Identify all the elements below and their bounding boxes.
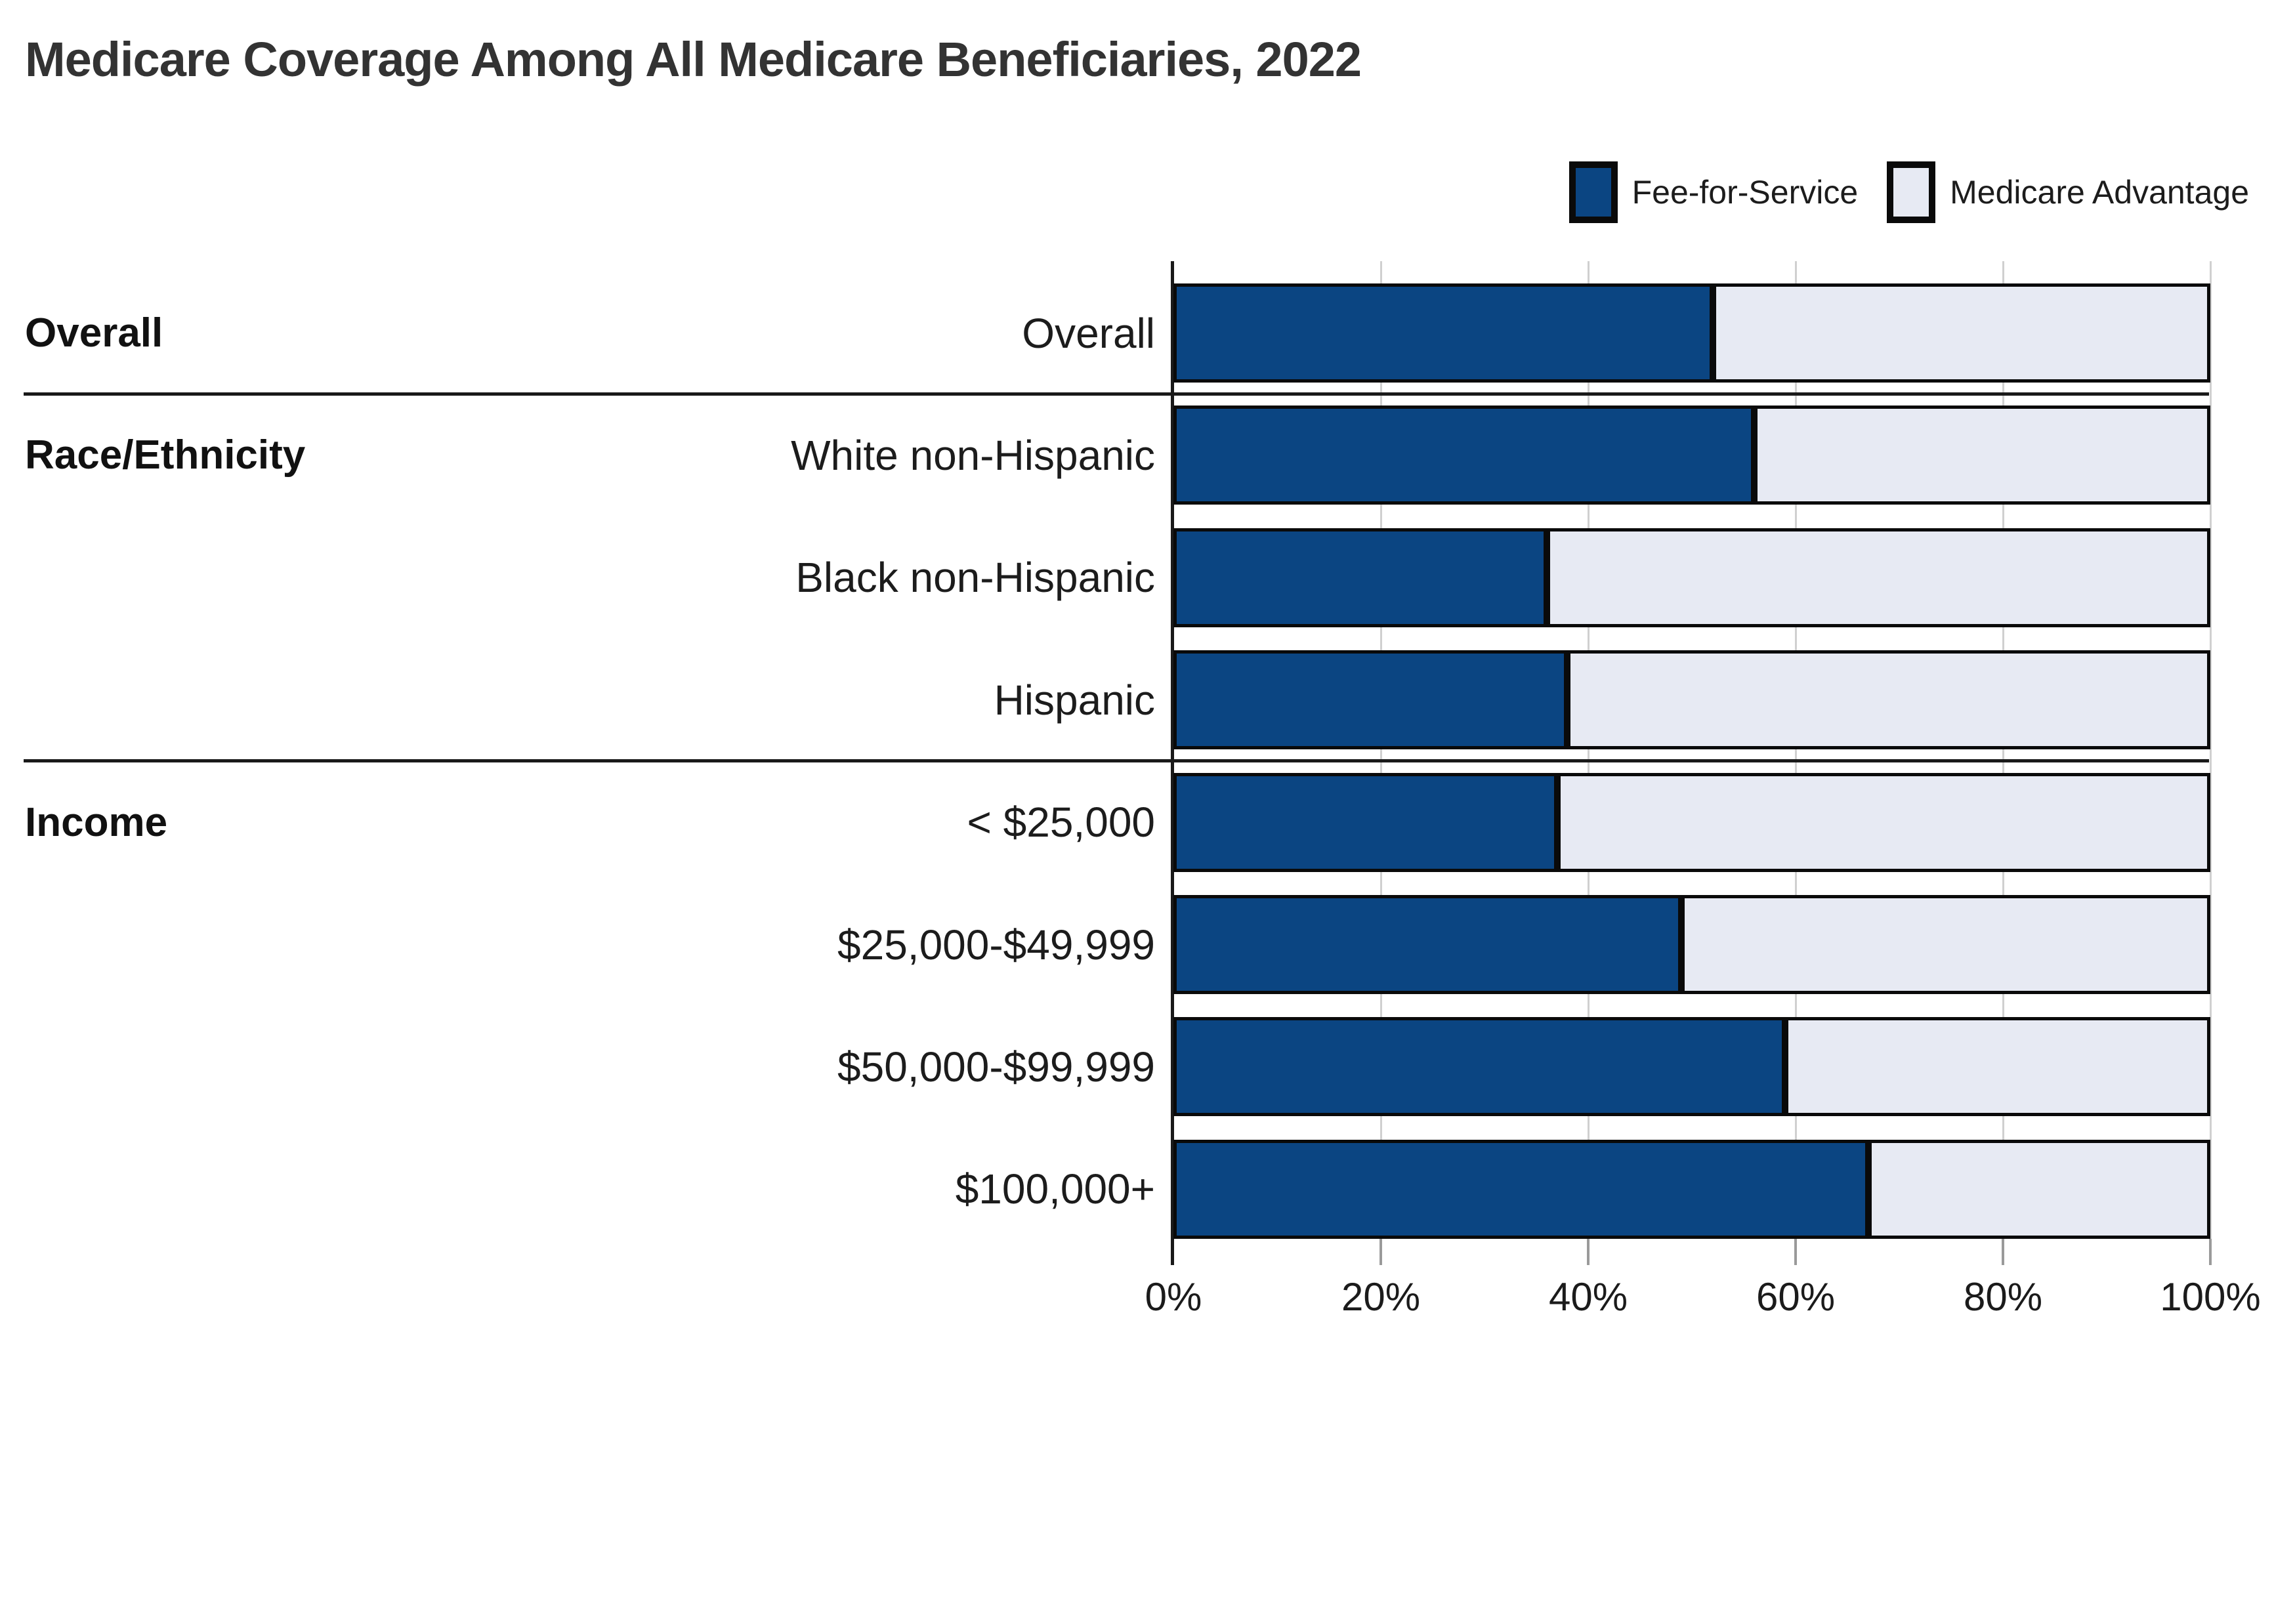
bar-row (1173, 650, 2210, 750)
legend-label: Fee-for-Service (1632, 174, 1859, 211)
bar-segment-fee-for-service (1173, 406, 1754, 505)
bar-segment-medicare-advantage (1681, 895, 2210, 994)
legend-item-medicare-advantage: Medicare Advantage (1887, 161, 2249, 223)
chart-title: Medicare Coverage Among All Medicare Ben… (25, 32, 1362, 87)
bar-row (1173, 772, 2210, 872)
bar-segment-medicare-advantage (1712, 283, 2210, 383)
bar-segment-medicare-advantage (1754, 406, 2210, 505)
bar-row (1173, 528, 2210, 627)
row-label: Overall (1022, 309, 1155, 357)
bar-segment-medicare-advantage (1567, 650, 2210, 750)
section-label: Income (25, 799, 168, 845)
row-label: < $25,000 (967, 799, 1156, 846)
bar-segment-fee-for-service (1173, 1017, 1786, 1117)
bar-segment-fee-for-service (1173, 528, 1547, 627)
axis-tick (2209, 1239, 2212, 1265)
legend-item-fee-for-service: Fee-for-Service (1569, 161, 1859, 223)
gridline (1587, 261, 1590, 1265)
bar-row (1173, 1139, 2210, 1239)
fee-for-service-swatch-icon (1569, 161, 1618, 223)
axis-tick (1587, 1239, 1590, 1265)
axis-tick-label: 0% (1145, 1275, 1202, 1319)
row-label: $25,000-$49,999 (837, 921, 1155, 968)
axis-tick (2002, 1239, 2004, 1265)
bar-row (1173, 283, 2210, 383)
axis-tick-label: 80% (1963, 1275, 2043, 1319)
bar-segment-fee-for-service (1173, 895, 1682, 994)
axis-tick-label: 60% (1756, 1275, 1836, 1319)
bar-segment-medicare-advantage (1546, 528, 2210, 627)
medicare-advantage-swatch-icon (1887, 161, 1936, 223)
gridline (1379, 261, 1382, 1265)
bar-row (1173, 406, 2210, 505)
row-label: Black non-Hispanic (795, 554, 1155, 602)
bar-segment-fee-for-service (1173, 1139, 1868, 1239)
row-label: $100,000+ (955, 1165, 1155, 1213)
section-separator (24, 392, 2209, 396)
bar-segment-medicare-advantage (1557, 772, 2210, 872)
row-label: Hispanic (994, 676, 1155, 724)
bar-segment-fee-for-service (1173, 650, 1568, 750)
section-label: Overall (25, 310, 163, 356)
section-separator (24, 759, 2209, 763)
axis-tick-label: 100% (2160, 1275, 2261, 1319)
gridline (2002, 261, 2004, 1265)
row-label: White non-Hispanic (791, 431, 1155, 479)
axis-tick (1379, 1239, 1382, 1265)
bar-row (1173, 1017, 2210, 1117)
bar-segment-medicare-advantage (1785, 1017, 2210, 1117)
axis-tick (1794, 1239, 1797, 1265)
gridline (2209, 261, 2212, 1265)
bar-row (1173, 895, 2210, 994)
axis-tick-label: 40% (1548, 1275, 1628, 1319)
y-axis-line (1171, 261, 1174, 1265)
bar-segment-fee-for-service (1173, 283, 1713, 383)
axis-tick-label: 20% (1341, 1275, 1421, 1319)
bar-segment-medicare-advantage (1868, 1139, 2210, 1239)
gridline (1794, 261, 1797, 1265)
legend-label: Medicare Advantage (1950, 174, 2249, 211)
legend: Fee-for-Service Medicare Advantage (1569, 161, 2249, 223)
row-label: $50,000-$99,999 (837, 1043, 1155, 1091)
bar-segment-fee-for-service (1173, 772, 1557, 872)
section-label: Race/Ethnicity (25, 432, 306, 478)
